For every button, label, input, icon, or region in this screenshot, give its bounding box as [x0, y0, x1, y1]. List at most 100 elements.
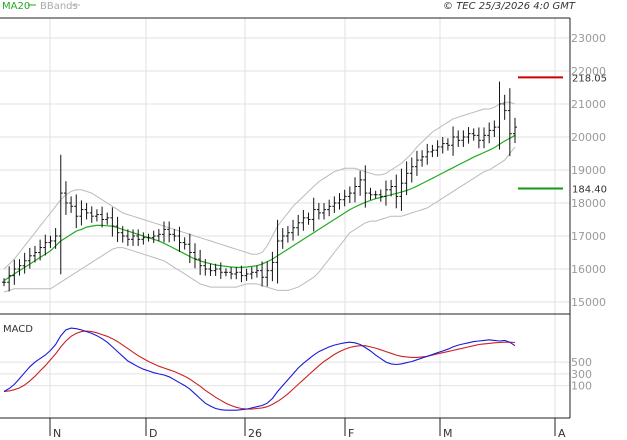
- price-bar: [32, 245, 37, 263]
- time-tick-label: N: [53, 427, 61, 440]
- time-tick-label: 26: [248, 427, 262, 440]
- price-bar: [218, 262, 223, 279]
- price-bar: [332, 196, 337, 213]
- price-bar: [136, 229, 141, 246]
- price-bar: [327, 199, 332, 217]
- price-bar: [208, 263, 213, 276]
- price-bar: [399, 168, 404, 211]
- macd-tick-label: 500: [571, 356, 592, 369]
- price-tick-label: 17000: [571, 230, 606, 243]
- price-tick-label: 16000: [571, 263, 606, 276]
- price-bar: [38, 239, 43, 261]
- ma20-path: [3, 134, 516, 282]
- bband-lower: [3, 146, 516, 293]
- price-bar: [482, 127, 487, 149]
- macd-panel-grid: [0, 361, 570, 387]
- time-tick-label: M: [443, 427, 453, 440]
- price-bar: [48, 235, 53, 248]
- price-bar: [239, 265, 244, 283]
- price-bar: [471, 128, 476, 141]
- price-bar: [414, 150, 419, 176]
- price-axis: 15000 16000 17000 18000 19000 20000 21000 22000…: [571, 32, 606, 309]
- price-bar: [497, 81, 502, 150]
- price-bar: [425, 143, 430, 165]
- price-bar: [476, 127, 481, 149]
- price-bar: [2, 278, 6, 287]
- price-bar: [162, 221, 167, 243]
- time-tick-label: A: [558, 427, 566, 440]
- price-bar: [461, 130, 466, 147]
- price-bar: [347, 186, 352, 203]
- price-bar: [53, 228, 58, 249]
- macd-label: MACD: [3, 324, 33, 335]
- price-bar: [146, 233, 151, 242]
- price-bar: [79, 200, 84, 226]
- legend-bbands: BBands: [40, 1, 78, 12]
- price-tick-label: 21000: [571, 98, 606, 111]
- price-bar: [115, 216, 120, 242]
- resistance-label: 218.05: [572, 73, 607, 84]
- price-panel-grid: [0, 18, 570, 418]
- price-bar: [177, 226, 182, 252]
- ma20-line: [3, 134, 516, 282]
- time-axis: N D 26 F M A: [49, 418, 566, 440]
- price-bar: [254, 265, 259, 278]
- bollinger-bands: [3, 101, 516, 293]
- price-bar: [167, 221, 172, 243]
- source-stamp: © TEC 25/3/2026 4:0 GMT: [443, 1, 576, 12]
- price-bar: [492, 120, 497, 137]
- price-bar: [275, 219, 280, 284]
- price-bar: [363, 165, 368, 208]
- price-bar: [445, 138, 450, 151]
- price-bar: [7, 266, 12, 292]
- legend-ma20: MA20: [2, 1, 30, 12]
- price-bar: [63, 181, 68, 215]
- price-tick-label: 20000: [571, 131, 606, 144]
- price-bar: [156, 229, 161, 242]
- price-bar: [368, 187, 373, 201]
- macd-tick-label: 100: [571, 380, 592, 393]
- price-bar: [244, 268, 249, 281]
- macd-lines: [3, 327, 516, 411]
- price-bar: [27, 247, 32, 269]
- price-bar: [192, 243, 197, 269]
- price-bar: [120, 226, 125, 243]
- price-bar: [306, 212, 311, 225]
- price-bar: [43, 234, 48, 256]
- price-bar: [84, 203, 89, 220]
- price-bar: [265, 261, 270, 287]
- price-tick-label: 15000: [571, 296, 606, 309]
- price-bar: [513, 117, 517, 143]
- price-bar: [502, 94, 507, 120]
- price-bar: [223, 268, 228, 277]
- price-bar: [352, 177, 357, 203]
- price-bar: [100, 206, 105, 228]
- price-bar: [440, 137, 445, 154]
- macd-tick-label: 300: [571, 368, 592, 381]
- price-bar: [316, 203, 321, 220]
- price-tick-label: 22000: [571, 65, 606, 78]
- price-bar: [12, 259, 17, 285]
- price-bar: [58, 154, 63, 275]
- macd-line: [3, 327, 516, 411]
- time-tick-label: F: [348, 427, 354, 440]
- price-bar: [22, 252, 27, 274]
- price-bar: [394, 174, 399, 209]
- price-bar: [151, 230, 156, 243]
- price-bar: [229, 267, 234, 280]
- price-bars: [2, 81, 517, 292]
- price-bar: [451, 126, 456, 156]
- price-tick-label: 23000: [571, 32, 606, 45]
- price-bar: [456, 130, 461, 147]
- price-bar: [125, 229, 130, 246]
- price-bar: [203, 259, 208, 276]
- price-bar: [141, 232, 146, 245]
- support-label: 184.40: [572, 184, 607, 195]
- price-tick-label: 18000: [571, 197, 606, 210]
- price-bar: [17, 259, 22, 276]
- price-bar: [337, 193, 342, 210]
- price-bar: [280, 228, 285, 249]
- price-bar: [378, 189, 383, 202]
